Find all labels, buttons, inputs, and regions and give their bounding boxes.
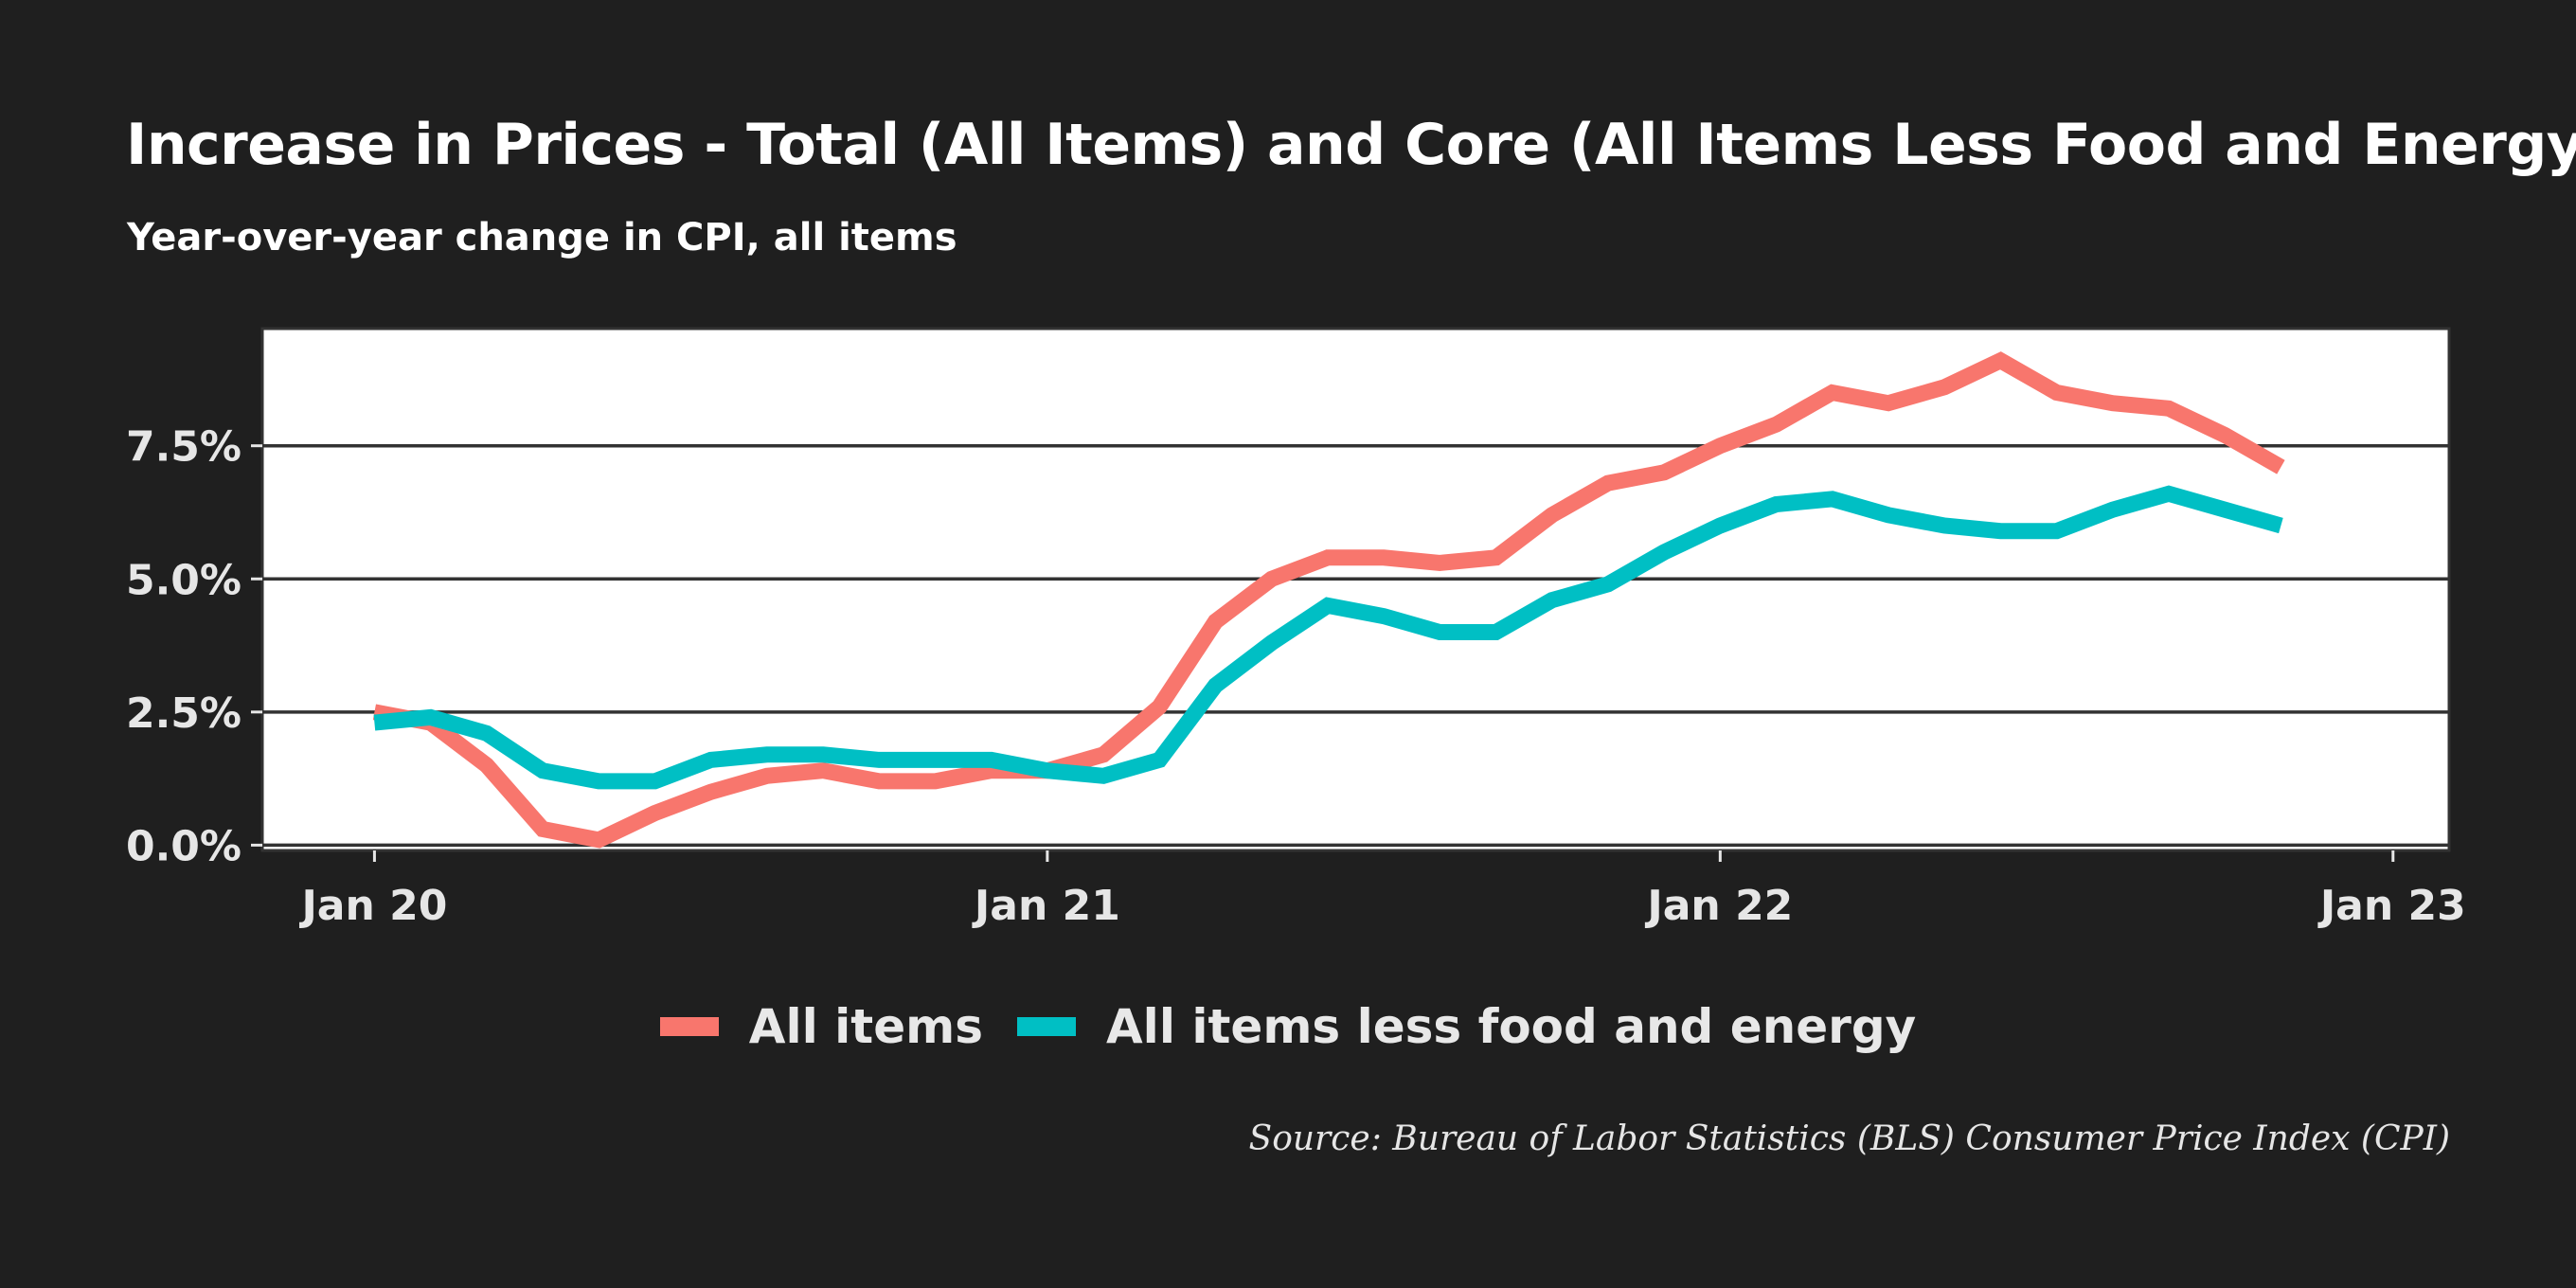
- chart-title: Increase in Prices - Total (All Items) a…: [126, 112, 2576, 178]
- y-tick-label: 5.0%: [126, 556, 242, 604]
- x-tick-label: Jan 22: [1644, 882, 1793, 930]
- x-tick-label: Jan 23: [2317, 882, 2466, 930]
- x-tick-label: Jan 20: [298, 882, 447, 930]
- legend-item-all-items: All items: [659, 999, 983, 1054]
- legend-swatch-all-items: [659, 1017, 719, 1036]
- chart-subtitle: Year-over-year change in CPI, all items: [127, 216, 957, 259]
- y-tick-label: 7.5%: [126, 423, 242, 472]
- y-tick-label: 0.0%: [126, 822, 242, 870]
- legend-swatch-core: [1016, 1017, 1076, 1036]
- series-line-all-items: [372, 351, 2285, 849]
- legend: All items All items less food and energy: [0, 999, 2576, 1054]
- plot-panel: [260, 327, 2451, 852]
- y-tick-label: 2.5%: [126, 689, 242, 738]
- series-line-core: [373, 485, 2283, 790]
- legend-label-all-items: All items: [748, 999, 983, 1054]
- x-tick-label: Jan 21: [972, 882, 1120, 930]
- legend-item-core: All items less food and energy: [1016, 999, 1917, 1054]
- legend-label-core: All items less food and energy: [1105, 999, 1917, 1054]
- source-note: Source: Bureau of Labor Statistics (BLS)…: [1248, 1119, 2450, 1158]
